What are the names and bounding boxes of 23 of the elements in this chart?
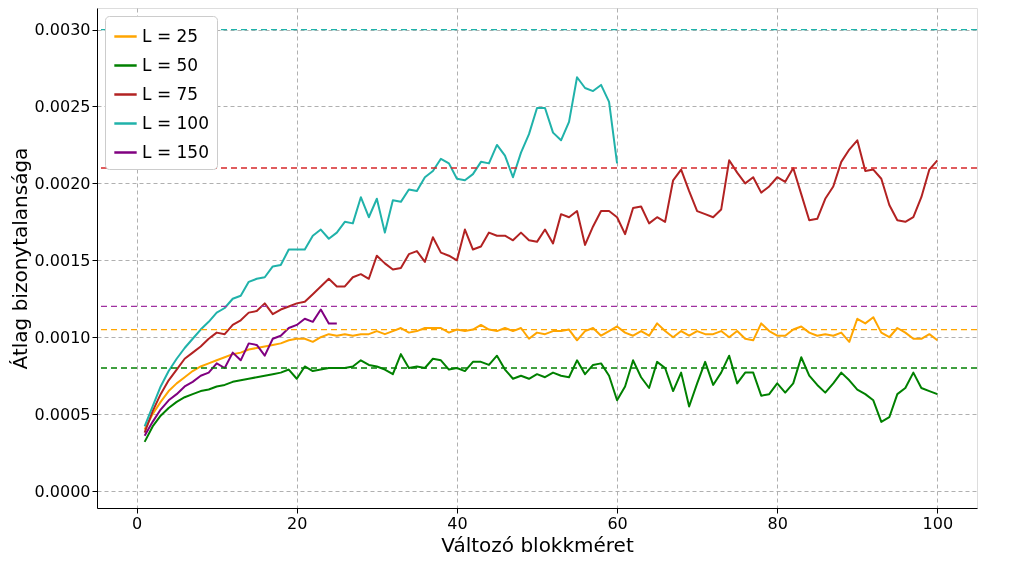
y-tick-label: 0.0010 [34, 327, 91, 347]
x-tick-label: 100 [922, 513, 954, 533]
x-axis-title: Változó blokkméret [441, 532, 634, 557]
legend-label: L = 150 [142, 141, 209, 162]
x-tick-label: 40 [447, 513, 468, 533]
legend-label: L = 100 [142, 112, 209, 133]
legend-label: L = 50 [142, 54, 199, 75]
y-tick-label: 0.0030 [34, 20, 91, 40]
line-series [143, 76, 619, 428]
line-series [143, 139, 939, 434]
y-tick-label: 0.0025 [34, 96, 91, 116]
y-axis-title: Átlag bizonytalansága [7, 147, 32, 370]
x-tick-label: 80 [767, 513, 788, 533]
y-tick-label: 0.0005 [34, 404, 91, 424]
line-series [143, 308, 338, 437]
x-tick-label: 60 [607, 513, 628, 533]
legend-label: L = 75 [142, 83, 199, 104]
x-tick-label: 0 [132, 513, 143, 533]
y-tick-label: 0.0015 [34, 250, 91, 270]
y-tick-label: 0.0020 [34, 173, 91, 193]
y-tick-label: 0.0000 [34, 481, 91, 501]
x-tick-label: 20 [287, 513, 308, 533]
legend-label: L = 25 [142, 25, 199, 46]
